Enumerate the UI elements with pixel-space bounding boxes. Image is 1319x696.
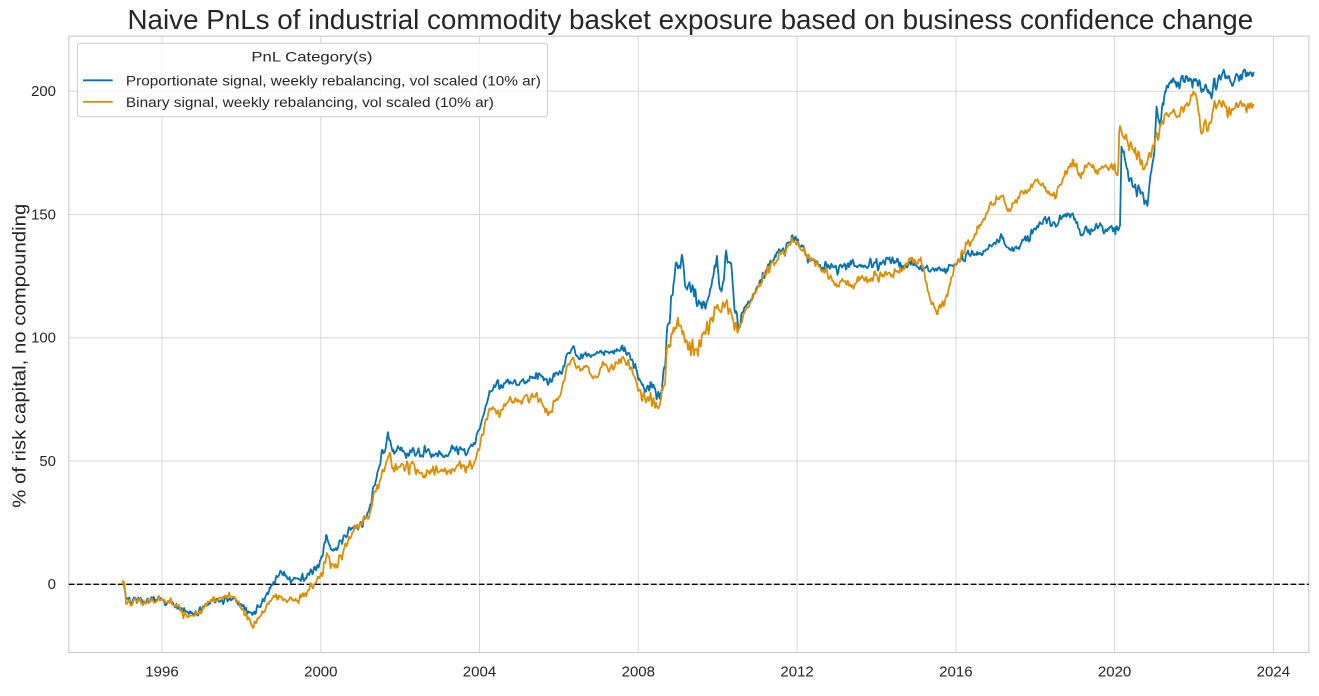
svg-text:200: 200 — [31, 84, 56, 100]
svg-text:2024: 2024 — [1257, 665, 1290, 681]
svg-text:PnL Category(s): PnL Category(s) — [251, 49, 372, 65]
svg-text:Binary signal, weekly rebalanc: Binary signal, weekly rebalancing, vol s… — [126, 94, 494, 110]
svg-text:2004: 2004 — [463, 665, 496, 681]
svg-text:2012: 2012 — [780, 665, 813, 681]
svg-text:2020: 2020 — [1098, 665, 1131, 681]
svg-text:2008: 2008 — [622, 665, 655, 681]
svg-text:0: 0 — [48, 577, 56, 593]
svg-text:Naive PnLs of industrial commo: Naive PnLs of industrial commodity baske… — [128, 4, 1254, 35]
svg-text:100: 100 — [31, 331, 56, 347]
svg-text:50: 50 — [39, 454, 56, 470]
svg-text:2016: 2016 — [939, 665, 972, 681]
svg-text:% of risk capital, no compound: % of risk capital, no compounding — [10, 204, 30, 508]
svg-text:2000: 2000 — [304, 665, 337, 681]
svg-text:Proportionate signal, weekly r: Proportionate signal, weekly rebalancing… — [126, 72, 541, 88]
svg-text:1996: 1996 — [145, 665, 178, 681]
svg-text:150: 150 — [31, 207, 56, 223]
